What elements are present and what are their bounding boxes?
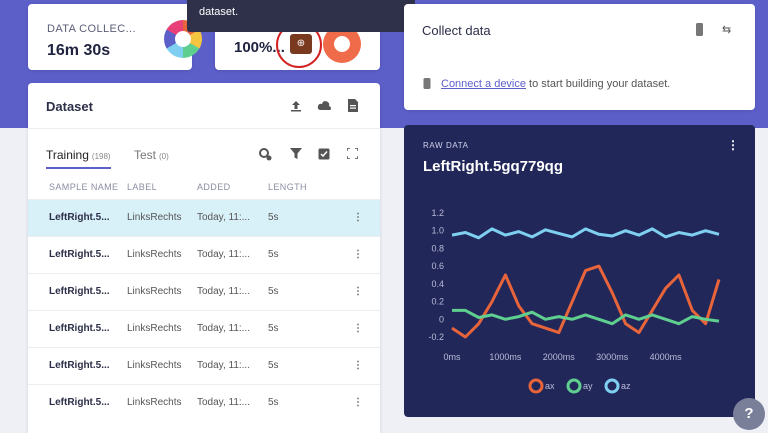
added-cell: Today, 11:... xyxy=(197,286,250,297)
tab-test-label: Test xyxy=(134,148,157,162)
sample-name-cell: LeftRight.5... xyxy=(49,397,110,408)
row-menu-icon[interactable]: ⋮ xyxy=(353,360,363,371)
added-cell: Today, 11:... xyxy=(197,249,250,260)
train-test-split-value: 100%... xyxy=(234,39,285,56)
tab-test-count: (0) xyxy=(159,152,169,161)
label-cell: LinksRechts xyxy=(127,212,182,223)
row-menu-icon[interactable]: ⋮ xyxy=(353,397,363,408)
sample-name-cell: LeftRight.5... xyxy=(49,286,110,297)
added-cell: Today, 11:... xyxy=(197,212,250,223)
legend-label-az: az xyxy=(621,381,631,391)
tab-training-count: (198) xyxy=(91,152,111,161)
label-cell: LinksRechts xyxy=(127,286,182,297)
legend-marker-ay[interactable] xyxy=(566,378,582,394)
select-checkbox-icon[interactable] xyxy=(318,148,330,160)
x-tick-label: 1000ms xyxy=(489,352,522,362)
label-cell: LinksRechts xyxy=(127,249,182,260)
tab-underline xyxy=(46,167,111,169)
table-row[interactable]: LeftRight.5... LinksRechts Today, 11:... 5s… xyxy=(28,199,380,236)
col-sample-name[interactable]: SAMPLE NAME xyxy=(49,182,119,192)
col-label[interactable]: LABEL xyxy=(127,182,158,192)
expand-icon[interactable] xyxy=(347,148,358,159)
raw-data-chart: 1.2 1.0 0.8 0.6 0.4 0.2 0 -0.2 0ms 1000ms 2000ms 30… xyxy=(428,208,721,394)
added-cell: Today, 11:... xyxy=(197,360,250,371)
series-line-ay xyxy=(452,308,720,326)
divider xyxy=(28,128,380,129)
legend-marker-az[interactable] xyxy=(604,378,620,394)
added-cell: Today, 11:... xyxy=(197,397,250,408)
col-added[interactable]: ADDED xyxy=(197,182,231,192)
connect-device-link[interactable]: Connect a device xyxy=(441,78,526,90)
data-collected-label: DATA COLLEC... xyxy=(47,23,136,35)
data-collected-value: 16m 30s xyxy=(47,42,111,59)
length-cell: 5s xyxy=(268,360,279,371)
series-line-ax xyxy=(451,264,721,339)
tab-training-label: Training xyxy=(46,148,89,162)
length-cell: 5s xyxy=(268,212,279,223)
y-tick-label: 0 xyxy=(439,314,444,324)
length-cell: 5s xyxy=(268,286,279,297)
data-collected-card: DATA COLLEC... 16m 30s xyxy=(28,4,202,70)
sample-name-cell: LeftRight.5... xyxy=(49,249,110,260)
usb-device-icon[interactable] xyxy=(695,23,704,36)
length-cell: 5s xyxy=(268,249,279,260)
raw-data-label: RAW DATA xyxy=(423,141,469,150)
length-cell: 5s xyxy=(268,323,279,334)
sample-name-cell: LeftRight.5... xyxy=(49,212,110,223)
added-cell: Today, 11:... xyxy=(197,323,250,334)
x-tick-label: 0ms xyxy=(443,352,461,362)
table-row[interactable]: LeftRight.5... LinksRechts Today, 11:... 5s… xyxy=(28,310,380,347)
series-line-az xyxy=(451,227,720,240)
label-cell: LinksRechts xyxy=(127,323,182,334)
tooltip: dataset. xyxy=(187,0,415,32)
raw-data-card: RAW DATA LeftRight.5gq779qg ⋮ 1.2 1.0 0.8 0… xyxy=(404,125,755,417)
table-row[interactable]: LeftRight.5... LinksRechts Today, 11:... 5s… xyxy=(28,236,380,273)
y-tick-label: 0.6 xyxy=(431,261,444,271)
row-menu-icon[interactable]: ⋮ xyxy=(353,249,363,260)
sample-name-cell: LeftRight.5... xyxy=(49,323,110,334)
tab-training[interactable]: Training (198) xyxy=(46,148,111,162)
cloud-icon[interactable] xyxy=(317,100,332,112)
x-tick-label: 4000ms xyxy=(650,352,683,362)
collect-data-card: Collect data ⇆ Connect a device to start… xyxy=(404,4,755,110)
legend-label-ax: ax xyxy=(545,381,555,391)
table-row[interactable]: LeftRight.5... LinksRechts Today, 11:... 5s… xyxy=(28,384,380,421)
length-cell: 5s xyxy=(268,397,279,408)
label-cell: LinksRechts xyxy=(127,360,182,371)
dataset-card: Dataset xyxy=(28,83,380,433)
y-tick-label: 0.2 xyxy=(431,297,444,307)
row-menu-icon[interactable]: ⋮ xyxy=(353,212,363,223)
col-length[interactable]: LENGTH xyxy=(268,182,307,192)
collect-message-rest: to start building your dataset. xyxy=(526,78,671,90)
row-menu-icon[interactable]: ⋮ xyxy=(353,323,363,334)
dataset-title: Dataset xyxy=(46,99,93,114)
y-tick-label: -0.2 xyxy=(428,332,444,342)
legend-marker-ax[interactable] xyxy=(528,378,544,394)
label-cell: LinksRechts xyxy=(127,397,182,408)
filter-icon[interactable] xyxy=(290,148,302,160)
collect-message: Connect a device to start building your … xyxy=(441,78,670,90)
upload-icon[interactable] xyxy=(290,100,302,112)
device-icon xyxy=(423,78,431,89)
table-row[interactable]: LeftRight.5... LinksRechts Today, 11:... 5s… xyxy=(28,347,380,384)
file-icon[interactable] xyxy=(348,99,358,112)
x-tick-label: 3000ms xyxy=(596,352,629,362)
sample-name-cell: LeftRight.5... xyxy=(49,360,110,371)
raw-data-title: LeftRight.5gq779qg xyxy=(423,158,564,175)
y-tick-label: 0.4 xyxy=(431,279,444,289)
legend-label-ay: ay xyxy=(583,381,593,391)
row-menu-icon[interactable]: ⋮ xyxy=(353,286,363,297)
collect-data-title: Collect data xyxy=(422,23,491,38)
raw-data-menu-icon[interactable]: ⋮ xyxy=(727,138,739,152)
y-tick-label: 0.8 xyxy=(431,243,444,253)
y-tick-label: 1.0 xyxy=(431,226,444,236)
settings-filter-icon[interactable] xyxy=(258,147,272,161)
tab-test[interactable]: Test (0) xyxy=(134,148,169,162)
table-row[interactable]: LeftRight.5... LinksRechts Today, 11:... 5s… xyxy=(28,273,380,310)
x-tick-label: 2000ms xyxy=(543,352,576,362)
y-tick-label: 1.2 xyxy=(431,208,444,218)
usb-icon[interactable]: ⇆ xyxy=(722,24,732,36)
help-button[interactable]: ? xyxy=(733,398,765,430)
